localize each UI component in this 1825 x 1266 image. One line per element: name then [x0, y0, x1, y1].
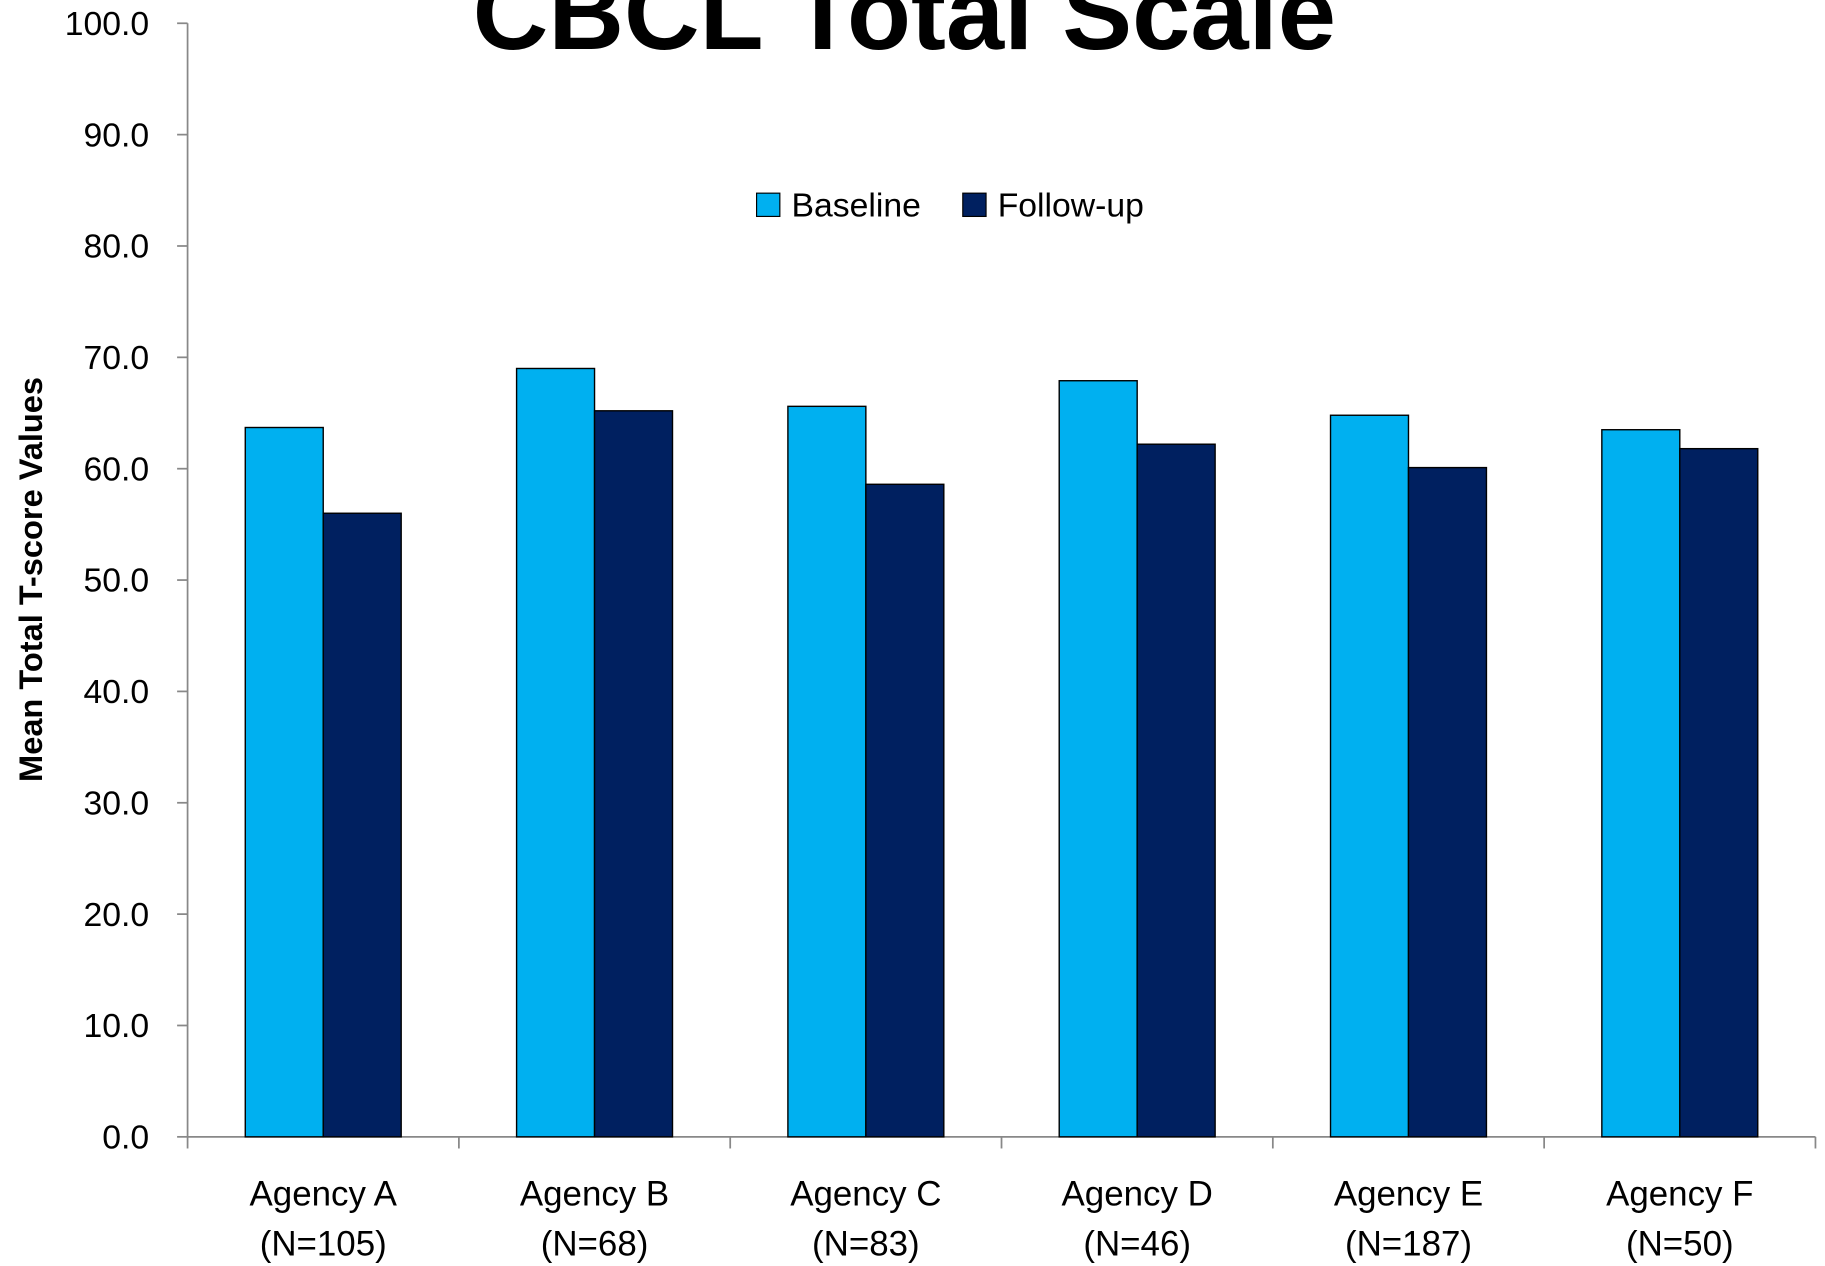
y-tick-label: 10.0 — [84, 1007, 150, 1045]
legend-swatch — [755, 192, 781, 218]
x-tick-label: (N=105) — [260, 1225, 387, 1264]
bar — [1329, 414, 1410, 1138]
legend-swatch — [962, 192, 987, 218]
bar — [787, 405, 867, 1138]
x-tick-label: (N=46) — [1083, 1225, 1191, 1264]
y-tick-label: 50.0 — [84, 562, 150, 600]
y-tick-label: 30.0 — [84, 784, 150, 822]
legend-label: Baseline — [791, 186, 920, 224]
bar — [1058, 380, 1138, 1138]
bar — [865, 483, 945, 1138]
y-tick-label: 20.0 — [84, 896, 150, 934]
x-tick-label: (N=68) — [541, 1225, 649, 1264]
y-tick-label: 100.0 — [65, 5, 149, 43]
chart-title: CBCL Total Scale — [473, 0, 1336, 72]
x-tick-label: Agency D — [1062, 1174, 1213, 1213]
bar — [515, 367, 596, 1138]
y-tick-label: 60.0 — [84, 450, 150, 488]
x-tick-label: (N=187) — [1345, 1225, 1472, 1264]
bar — [1407, 466, 1488, 1138]
bar — [1601, 429, 1681, 1138]
y-tick-label: 70.0 — [84, 339, 150, 377]
bar — [322, 512, 402, 1138]
y-tick-label: 40.0 — [84, 673, 150, 711]
y-axis-label: Mean Total T-score Values — [13, 377, 49, 782]
x-tick-label: Agency F — [1606, 1174, 1753, 1213]
x-tick-label: Agency C — [790, 1174, 941, 1213]
legend-label: Follow-up — [998, 186, 1144, 224]
bar — [244, 426, 324, 1138]
bar — [1136, 443, 1216, 1138]
y-tick-label: 90.0 — [84, 116, 150, 154]
y-tick-label: 80.0 — [84, 228, 150, 266]
x-tick-label: Agency E — [1334, 1174, 1483, 1213]
bar — [1679, 447, 1759, 1138]
x-tick-label: (N=83) — [812, 1225, 920, 1264]
bar — [593, 410, 674, 1138]
x-tick-label: Agency B — [520, 1174, 669, 1213]
x-tick-label: (N=50) — [1626, 1225, 1734, 1264]
y-tick-label: 0.0 — [102, 1118, 149, 1156]
x-tick-label: Agency A — [250, 1174, 398, 1213]
